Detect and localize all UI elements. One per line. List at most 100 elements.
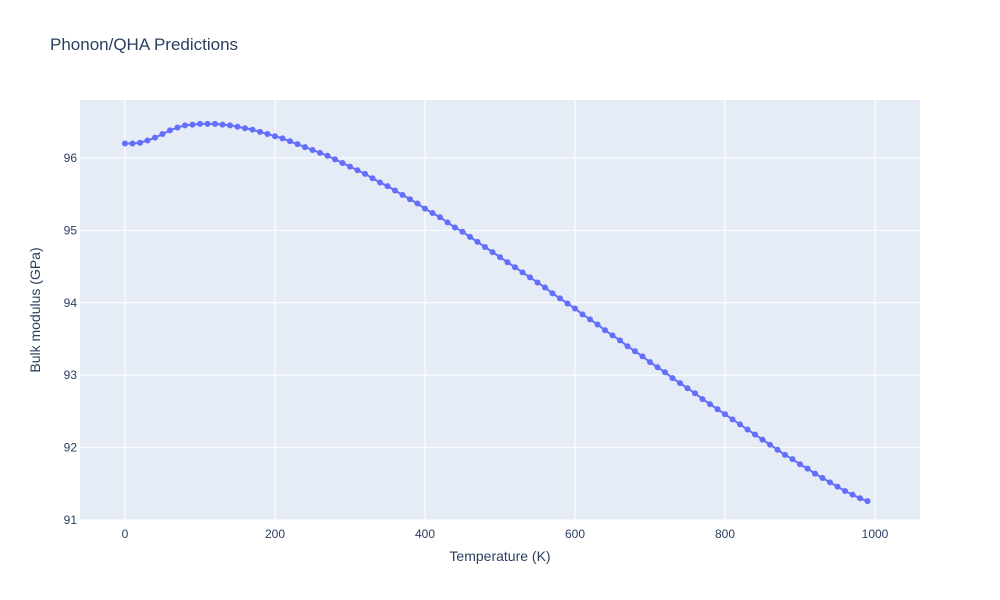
- data-point[interactable]: [519, 269, 526, 276]
- data-point[interactable]: [729, 416, 736, 423]
- data-point[interactable]: [759, 436, 766, 443]
- data-point[interactable]: [864, 498, 871, 505]
- data-point[interactable]: [242, 125, 248, 132]
- data-point[interactable]: [752, 431, 758, 438]
- data-point[interactable]: [722, 411, 728, 418]
- data-point[interactable]: [212, 120, 218, 127]
- data-point[interactable]: [369, 175, 376, 182]
- data-point[interactable]: [654, 364, 661, 371]
- data-point[interactable]: [489, 249, 496, 256]
- data-point[interactable]: [129, 140, 136, 147]
- data-point[interactable]: [504, 259, 511, 266]
- data-point[interactable]: [609, 332, 616, 339]
- data-point[interactable]: [797, 461, 803, 468]
- data-point[interactable]: [287, 138, 293, 145]
- data-point[interactable]: [827, 479, 833, 486]
- data-point[interactable]: [684, 385, 691, 392]
- data-point[interactable]: [774, 446, 781, 453]
- data-point[interactable]: [849, 491, 856, 498]
- data-point[interactable]: [527, 274, 533, 281]
- data-point[interactable]: [122, 140, 128, 147]
- data-point[interactable]: [782, 451, 788, 458]
- data-point[interactable]: [279, 135, 286, 142]
- data-point[interactable]: [174, 124, 181, 131]
- data-point[interactable]: [152, 134, 158, 141]
- data-point[interactable]: [257, 128, 263, 135]
- data-point[interactable]: [399, 191, 406, 198]
- data-point[interactable]: [392, 187, 398, 194]
- data-point[interactable]: [594, 321, 601, 328]
- data-point[interactable]: [459, 228, 466, 235]
- data-point[interactable]: [557, 295, 563, 302]
- data-point[interactable]: [182, 122, 188, 129]
- data-point[interactable]: [534, 279, 541, 286]
- data-point[interactable]: [662, 369, 668, 376]
- data-point[interactable]: [339, 160, 346, 166]
- data-point[interactable]: [842, 488, 848, 495]
- data-point[interactable]: [512, 264, 518, 271]
- data-point[interactable]: [429, 209, 436, 216]
- data-point[interactable]: [587, 316, 593, 323]
- data-point[interactable]: [302, 144, 308, 151]
- data-point[interactable]: [639, 353, 646, 360]
- data-point[interactable]: [407, 196, 413, 203]
- data-point[interactable]: [602, 327, 608, 334]
- data-point[interactable]: [579, 311, 586, 318]
- data-point[interactable]: [384, 183, 391, 190]
- data-point[interactable]: [549, 290, 556, 297]
- data-point[interactable]: [789, 456, 796, 463]
- data-point[interactable]: [332, 156, 338, 163]
- data-point[interactable]: [812, 470, 818, 477]
- data-point[interactable]: [737, 421, 743, 428]
- data-point[interactable]: [294, 141, 301, 148]
- data-point[interactable]: [497, 254, 503, 261]
- data-point[interactable]: [422, 205, 428, 212]
- data-point[interactable]: [144, 137, 151, 144]
- data-point[interactable]: [362, 170, 368, 177]
- data-point[interactable]: [572, 305, 578, 312]
- data-point[interactable]: [264, 131, 271, 138]
- data-point[interactable]: [482, 244, 488, 250]
- data-point[interactable]: [137, 139, 143, 146]
- data-point[interactable]: [707, 401, 713, 408]
- data-point[interactable]: [234, 123, 241, 130]
- data-point[interactable]: [647, 359, 653, 366]
- data-point[interactable]: [542, 284, 548, 291]
- data-point[interactable]: [699, 396, 706, 403]
- data-point[interactable]: [767, 441, 773, 448]
- data-point[interactable]: [354, 167, 361, 174]
- data-point[interactable]: [227, 122, 233, 129]
- data-point[interactable]: [452, 224, 458, 231]
- data-point[interactable]: [474, 238, 481, 245]
- data-point[interactable]: [714, 406, 721, 413]
- data-point[interactable]: [317, 149, 323, 156]
- data-point[interactable]: [834, 483, 841, 490]
- data-point[interactable]: [414, 200, 421, 207]
- data-point[interactable]: [219, 121, 226, 128]
- data-point[interactable]: [159, 131, 166, 138]
- data-point[interactable]: [857, 495, 863, 502]
- data-point[interactable]: [272, 133, 278, 140]
- data-point[interactable]: [437, 214, 443, 221]
- data-point[interactable]: [624, 343, 631, 350]
- data-point[interactable]: [444, 219, 451, 226]
- data-point[interactable]: [692, 390, 698, 397]
- data-point[interactable]: [632, 348, 638, 355]
- data-point[interactable]: [204, 120, 211, 127]
- data-point[interactable]: [819, 475, 826, 481]
- data-point[interactable]: [617, 337, 623, 344]
- data-point[interactable]: [324, 152, 331, 159]
- data-point[interactable]: [669, 375, 676, 382]
- data-point[interactable]: [249, 126, 256, 133]
- data-point[interactable]: [744, 426, 751, 433]
- data-point[interactable]: [189, 121, 196, 128]
- data-point[interactable]: [564, 300, 571, 307]
- data-point[interactable]: [309, 146, 316, 153]
- data-point[interactable]: [377, 179, 383, 186]
- data-point[interactable]: [677, 380, 683, 387]
- data-point[interactable]: [804, 465, 811, 472]
- data-point[interactable]: [467, 233, 473, 240]
- data-point[interactable]: [167, 127, 173, 134]
- data-point[interactable]: [347, 163, 353, 170]
- data-point[interactable]: [197, 120, 203, 127]
